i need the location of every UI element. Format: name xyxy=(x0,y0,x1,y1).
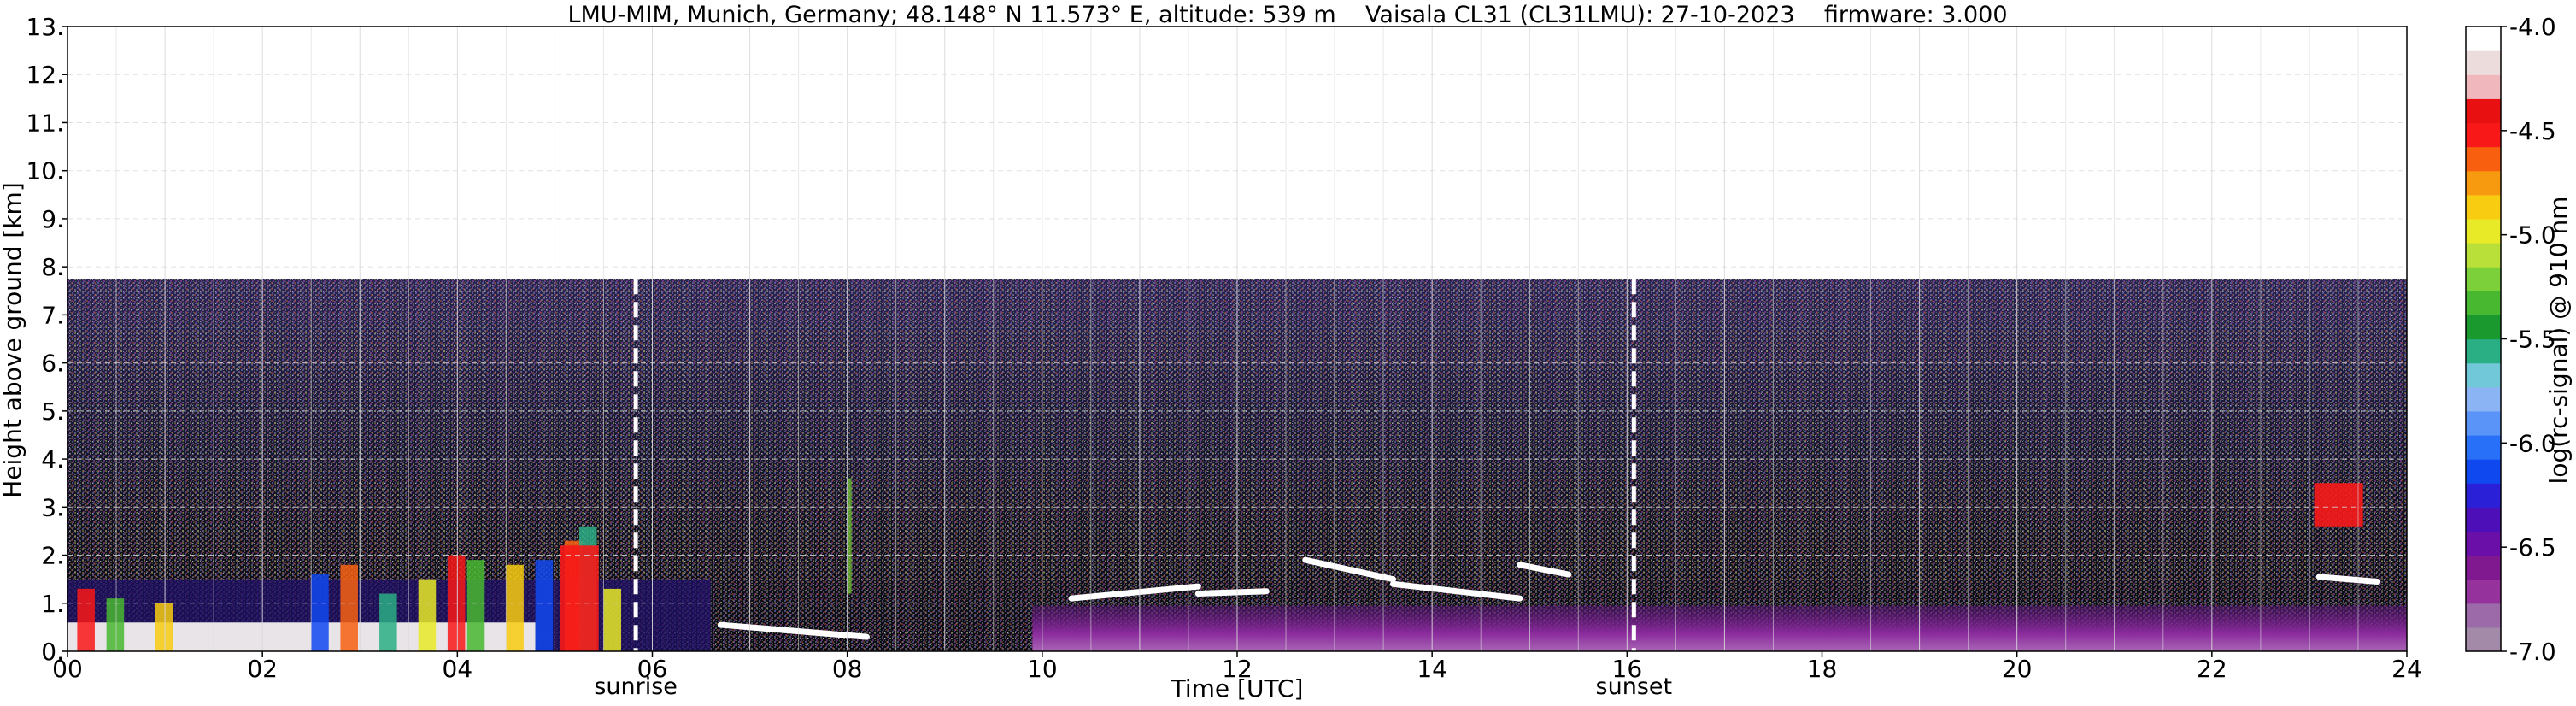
x-tick-label: 06 xyxy=(637,655,668,683)
x-tick-label: 22 xyxy=(2197,655,2227,683)
chart-title: LMU-MIM, Munich, Germany; 48.148° N 11.5… xyxy=(567,2,2007,28)
colorbar-tick-label: -6.5 xyxy=(2509,533,2556,562)
x-tick-label: 10 xyxy=(1027,655,1058,683)
y-tick-label: 11. xyxy=(26,109,64,137)
x-tick-label: 02 xyxy=(247,655,278,683)
aerosol-column xyxy=(535,560,554,651)
colorbar-swatch xyxy=(2466,603,2501,628)
cloud-layer xyxy=(2315,574,2381,585)
grid xyxy=(67,26,2407,651)
colorbar-swatch xyxy=(2466,627,2501,652)
x-tick-label: 18 xyxy=(1807,655,1838,683)
x-tick-label: 04 xyxy=(443,655,473,683)
y-tick-label: 0. xyxy=(41,638,64,666)
plot-area xyxy=(67,26,2408,652)
x-tick-label: 08 xyxy=(832,655,863,683)
y-tick-label: 10. xyxy=(26,157,64,185)
aerosol-column xyxy=(77,588,95,651)
cloud-layer xyxy=(1390,580,1523,602)
aerosol-column xyxy=(418,579,437,651)
y-tick-label: 12. xyxy=(26,61,64,89)
colorbar-swatch xyxy=(2466,267,2501,291)
colorbar-swatch xyxy=(2466,362,2501,388)
sun-marker-labels: sunrise sunset xyxy=(594,674,1672,700)
colorbar-swatch xyxy=(2466,579,2501,604)
colorbar-swatch xyxy=(2466,218,2501,244)
colorbar-swatch xyxy=(2466,483,2501,508)
colorbar-swatches xyxy=(2466,26,2501,652)
x-tick-label: 14 xyxy=(1417,655,1447,683)
aerosol-column xyxy=(603,588,621,651)
y-tick-label: 7. xyxy=(41,301,64,329)
cloud-layer xyxy=(1068,583,1201,602)
y-axis-ticks: 0. 1. 2. 3. 4. 5. 6. 7. 8. 9. 10. 11. 12. 13. xyxy=(26,13,67,666)
colorbar-swatch xyxy=(2466,194,2501,220)
colorbar-swatch xyxy=(2466,26,2501,51)
aerosol-column xyxy=(340,564,358,651)
cloud-layer xyxy=(1194,588,1270,597)
colorbar-swatch xyxy=(2466,170,2501,196)
colorbar-tick-label: -4.0 xyxy=(2509,13,2556,41)
colorbar: -4.0 -4.5 -5.0 -5.5 -6.0 -6.5 -7.0 log(rc-sign… xyxy=(2465,13,2573,666)
y-tick-label: 2. xyxy=(41,542,64,570)
aerosol-column xyxy=(106,598,125,651)
colorbar-swatch xyxy=(2466,338,2501,364)
x-axis-label: Time [UTC] xyxy=(1171,674,1304,703)
colorbar-tick-label: -5.5 xyxy=(2509,326,2556,354)
boundary-layer xyxy=(1032,605,2407,651)
elevated-aerosol xyxy=(2314,483,2363,527)
colorbar-swatch xyxy=(2466,50,2501,75)
cloud-layer xyxy=(717,621,870,640)
colorbar-swatch xyxy=(2466,434,2501,460)
colorbar-swatch xyxy=(2466,459,2501,484)
y-tick-label: 4. xyxy=(41,445,64,474)
colorbar-tick-label: -7.0 xyxy=(2509,638,2556,666)
aerosol-column xyxy=(560,545,599,651)
y-tick-label: 6. xyxy=(41,350,64,378)
y-tick-label: 9. xyxy=(41,205,64,233)
colorbar-swatch xyxy=(2466,410,2501,436)
colorbar-swatch xyxy=(2466,531,2501,556)
colorbar-swatch xyxy=(2466,122,2501,148)
sun-markers xyxy=(633,279,1636,651)
y-tick-label: 13. xyxy=(26,13,64,41)
aerosol-column xyxy=(506,564,524,651)
x-tick-label: 12 xyxy=(1222,655,1253,683)
y-axis-label: Height above ground [km] xyxy=(0,182,26,498)
sunset-label: sunset xyxy=(1596,674,1673,700)
colorbar-swatch xyxy=(2466,555,2501,580)
colorbar-tick-label: -4.5 xyxy=(2509,117,2556,145)
x-tick-label: 00 xyxy=(52,655,83,683)
cloud-layer xyxy=(1302,556,1397,583)
y-tick-label: 3. xyxy=(41,493,64,521)
colorbar-swatch xyxy=(2466,291,2501,315)
colorbar-swatch xyxy=(2466,386,2501,412)
colorbar-ticks: -4.0 -4.5 -5.0 -5.5 -6.0 -6.5 -7.0 xyxy=(2501,13,2556,666)
colorbar-swatch xyxy=(2466,146,2501,172)
colorbar-swatch xyxy=(2466,243,2501,268)
y-tick-label: 1. xyxy=(41,590,64,618)
cloud-layer xyxy=(1517,562,1572,578)
x-tick-label: 16 xyxy=(1612,655,1643,683)
colorbar-swatch xyxy=(2466,98,2501,124)
aerosol-column xyxy=(847,478,852,594)
aerosol-column xyxy=(311,574,329,651)
colorbar-tick-label: -5.0 xyxy=(2509,221,2556,250)
aerosol-column xyxy=(466,560,485,651)
x-tick-label: 24 xyxy=(2391,655,2422,683)
sunrise-label: sunrise xyxy=(594,674,678,700)
colorbar-tick-label: -6.0 xyxy=(2509,429,2556,457)
colorbar-label: log(rc-signal) @ 910 nm xyxy=(2544,197,2573,485)
x-tick-label: 20 xyxy=(2002,655,2033,683)
y-tick-label: 5. xyxy=(41,397,64,426)
x-axis-ticks: 00 02 04 06 08 10 12 14 16 18 20 22 24 xyxy=(52,651,2422,683)
aerosol-column xyxy=(155,603,173,651)
colorbar-swatch xyxy=(2466,315,2501,340)
colorbar-swatch xyxy=(2466,74,2501,99)
y-tick-label: 8. xyxy=(41,253,64,281)
aerosol-column xyxy=(379,593,397,651)
colorbar-swatch xyxy=(2466,507,2501,532)
